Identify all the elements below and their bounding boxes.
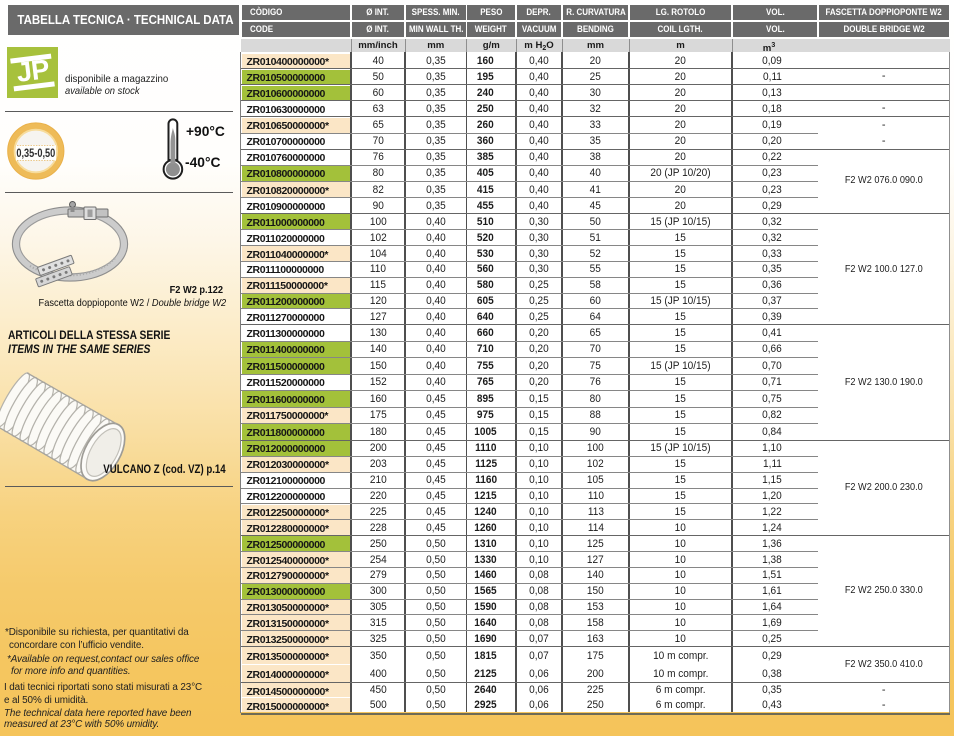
svg-text:0,35-0,50: 0,35-0,50: [16, 147, 55, 160]
